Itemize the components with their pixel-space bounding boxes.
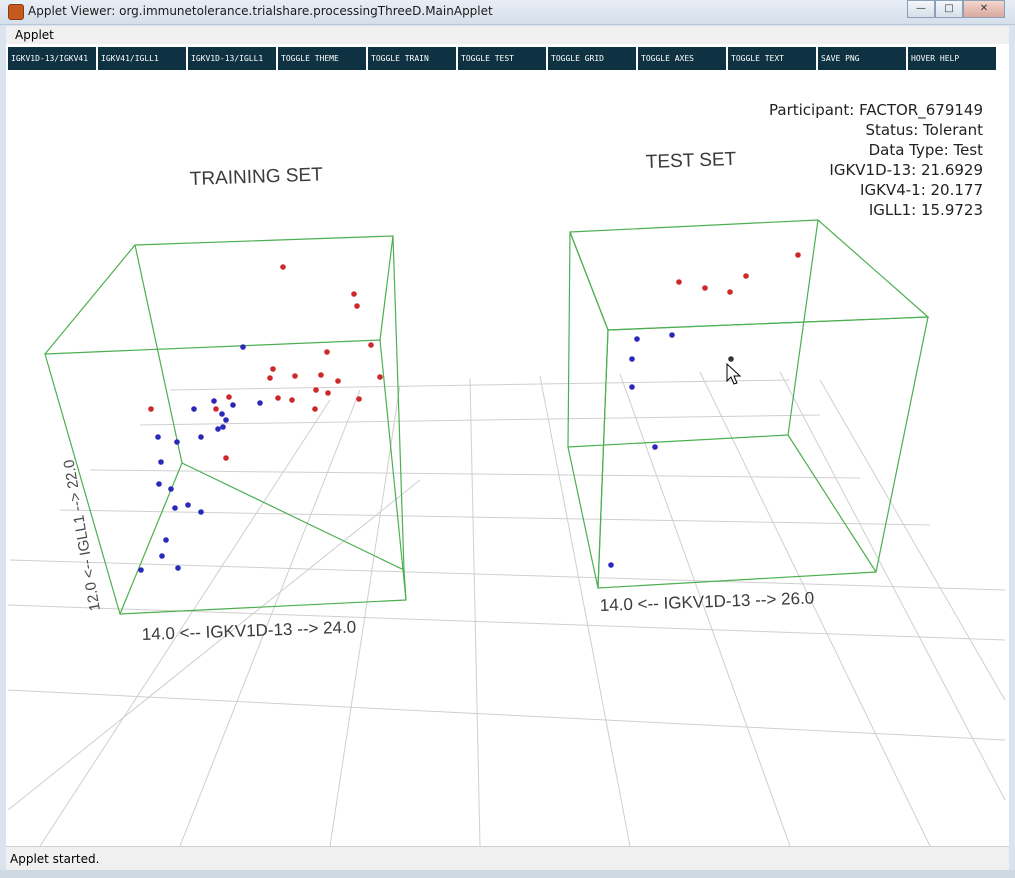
training-point[interactable] (174, 439, 180, 445)
training-point[interactable] (226, 394, 232, 400)
igkv41-value: IGKV4-1: 20.177 (860, 181, 983, 199)
status-label: Status: Tolerant (865, 121, 983, 139)
toggle-test-button[interactable]: TOGGLE TEST (458, 47, 548, 70)
test-point[interactable] (634, 336, 640, 342)
status-text: Applet started. (10, 852, 100, 866)
training-point[interactable] (163, 537, 169, 543)
test-point[interactable] (743, 273, 749, 279)
info-panel: Participant: FACTOR_679149 Status: Toler… (769, 100, 983, 220)
training-point[interactable] (318, 372, 324, 378)
igkv1d13-value: IGKV1D-13: 21.6929 (829, 161, 983, 179)
training-point[interactable] (148, 406, 154, 412)
test-point[interactable] (727, 289, 733, 295)
training-points (138, 264, 383, 573)
test-points (608, 252, 801, 568)
hover-help-button[interactable]: HOVER HELP (908, 47, 996, 70)
training-point[interactable] (175, 565, 181, 571)
test-point[interactable] (669, 332, 675, 338)
toggle-theme-button[interactable]: TOGGLE THEME (278, 47, 368, 70)
training-point[interactable] (172, 505, 178, 511)
data-type-label: Data Type: Test (868, 141, 983, 159)
ground-grid (7, 371, 1006, 846)
training-point[interactable] (211, 398, 217, 404)
test-set-title: TEST SET (645, 149, 737, 173)
training-point[interactable] (223, 417, 229, 423)
training-point[interactable] (155, 434, 161, 440)
toggle-grid-button[interactable]: TOGGLE GRID (548, 47, 638, 70)
training-point[interactable] (185, 502, 191, 508)
training-point[interactable] (351, 291, 357, 297)
applet-canvas[interactable] (6, 44, 1009, 846)
training-point[interactable] (354, 303, 360, 309)
training-point[interactable] (219, 411, 225, 417)
training-point[interactable] (270, 366, 276, 372)
test-point[interactable] (629, 356, 635, 362)
training-point[interactable] (289, 397, 295, 403)
test-box (567, 219, 930, 589)
test-point[interactable] (795, 252, 801, 258)
menu-applet[interactable]: Applet (15, 28, 54, 42)
training-point[interactable] (324, 349, 330, 355)
test-x-axis-label: 14.0 <-- IGKV1D-13 --> 26.0 (599, 589, 814, 615)
training-point[interactable] (213, 406, 219, 412)
training-point[interactable] (275, 395, 281, 401)
test-point[interactable] (608, 562, 614, 568)
training-point[interactable] (220, 424, 226, 430)
training-point[interactable] (312, 406, 318, 412)
training-point[interactable] (368, 342, 374, 348)
test-point[interactable] (702, 285, 708, 291)
training-point[interactable] (159, 553, 165, 559)
window-titlebar: Applet Viewer: org.immunetolerance.trial… (0, 0, 1015, 25)
test-point[interactable] (676, 279, 682, 285)
training-point[interactable] (257, 400, 263, 406)
status-bar: Applet started. (6, 846, 1009, 871)
java-app-icon (8, 4, 24, 20)
3d-scene[interactable]: TRAINING SET TEST SET 14.0 <-- IGKV1D-13… (6, 70, 1009, 846)
training-point[interactable] (280, 264, 286, 270)
minimize-button[interactable]: — (907, 0, 935, 18)
training-point[interactable] (356, 396, 362, 402)
training-point[interactable] (215, 426, 221, 432)
training-point[interactable] (198, 509, 204, 515)
close-button[interactable]: ✕ (963, 0, 1005, 18)
training-point[interactable] (335, 378, 341, 384)
window-title: Applet Viewer: org.immunetolerance.trial… (28, 4, 493, 18)
training-point[interactable] (292, 373, 298, 379)
training-point[interactable] (168, 486, 174, 492)
training-point[interactable] (313, 387, 319, 393)
toggle-axes-button[interactable]: TOGGLE AXES (638, 47, 728, 70)
test-point[interactable] (629, 384, 635, 390)
training-point[interactable] (138, 567, 144, 573)
view-igkv41-igll1-button[interactable]: IGKV41/IGLL1 (98, 47, 188, 70)
training-point[interactable] (223, 455, 229, 461)
training-point[interactable] (377, 374, 383, 380)
view-igkv1d13-igll1-button[interactable]: IGKV1D-13/IGLL1 (188, 47, 278, 70)
test-point[interactable] (652, 444, 658, 450)
selected-test-point[interactable] (728, 356, 734, 362)
training-point[interactable] (158, 459, 164, 465)
participant-label: Participant: FACTOR_679149 (769, 101, 983, 119)
training-point[interactable] (156, 481, 162, 487)
view-igkv1d13-igkv41-button[interactable]: IGKV1D-13/IGKV41 (8, 47, 98, 70)
mouse-cursor-icon (726, 362, 742, 385)
training-point[interactable] (240, 344, 246, 350)
toggle-train-button[interactable]: TOGGLE TRAIN (368, 47, 458, 70)
toggle-text-button[interactable]: TOGGLE TEXT (728, 47, 818, 70)
maximize-button[interactable]: □ (935, 0, 963, 18)
training-point[interactable] (325, 390, 331, 396)
menu-bar: Applet (6, 26, 1009, 45)
training-point[interactable] (230, 402, 236, 408)
igll1-value: IGLL1: 15.9723 (868, 201, 983, 219)
training-point[interactable] (267, 375, 273, 381)
training-point[interactable] (198, 434, 204, 440)
training-set-title: TRAINING SET (189, 164, 323, 190)
save-png-button[interactable]: SAVE PNG (818, 47, 908, 70)
window-frame-bottom (0, 870, 1015, 878)
training-point[interactable] (191, 406, 197, 412)
training-x-axis-label: 14.0 <-- IGKV1D-13 --> 24.0 (141, 618, 356, 644)
